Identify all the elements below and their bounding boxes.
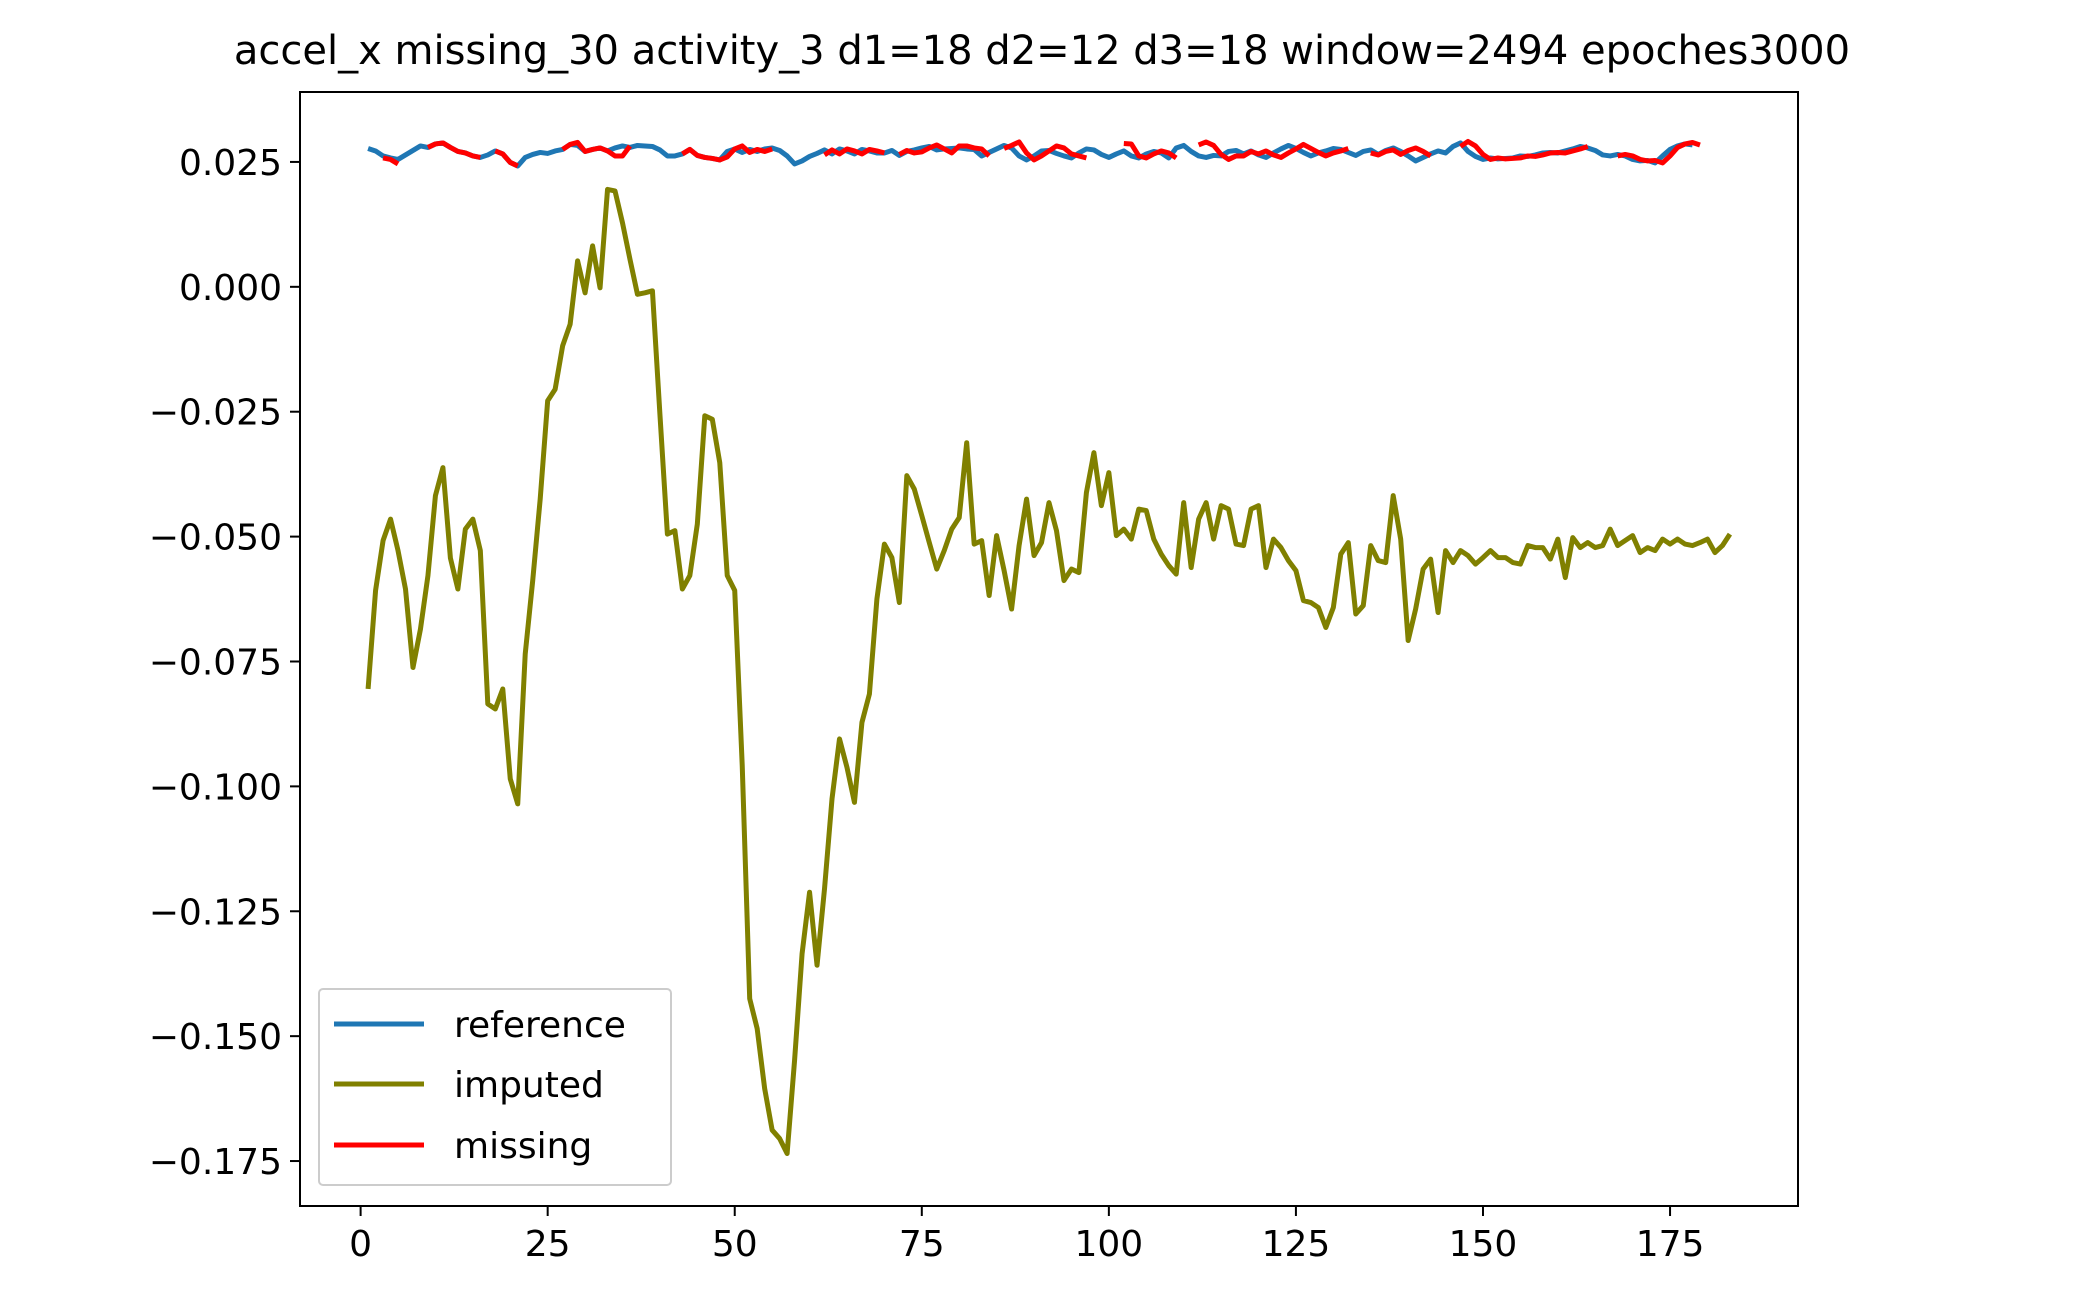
plot-area: [299, 91, 1799, 1207]
legend: reference imputed missing: [318, 988, 672, 1186]
y-tick-label: −0.125: [149, 892, 282, 933]
y-tick-label: −0.075: [149, 642, 282, 683]
plot-frame: [299, 91, 1799, 1207]
series-segment-missing: [1617, 139, 1701, 166]
series-segment-missing: [823, 146, 886, 158]
y-tick-label: 0.025: [179, 143, 282, 184]
x-tick-label: 125: [1262, 1224, 1331, 1265]
y-tick-label: −0.100: [149, 767, 282, 808]
x-tick-label: 150: [1449, 1224, 1518, 1265]
y-tick-label: −0.175: [149, 1142, 282, 1183]
x-tick-label: 100: [1075, 1224, 1144, 1265]
x-tick-label: 50: [712, 1224, 758, 1265]
y-axis: 0.025 0.000 −0.025 −0.050 −0.075 −0.100 −0.125…: [149, 143, 300, 1183]
x-tick-label: 75: [899, 1224, 945, 1265]
series-segment-missing: [1197, 139, 1350, 162]
series-segment-missing: [561, 139, 632, 159]
legend-box: [318, 988, 672, 1186]
series-segment-missing: [681, 143, 773, 163]
series-segment-missing: [1370, 145, 1432, 159]
x-axis: 0 25 50 75 100 125 150 175: [349, 1206, 1704, 1265]
series-segment-missing: [426, 140, 481, 160]
series-segment-missing: [382, 155, 400, 167]
chart-title: accel_x missing_30 activity_3 d1=18 d2=1…: [234, 28, 1850, 74]
series-segment-missing: [1459, 138, 1589, 162]
y-tick-label: 0.000: [179, 268, 282, 309]
series-line-imputed: [365, 186, 1733, 1157]
series-segment-missing: [1123, 140, 1178, 161]
legend-label-missing: missing: [454, 1126, 592, 1167]
y-tick-label: −0.150: [149, 1017, 282, 1058]
y-tick-label: −0.025: [149, 393, 282, 434]
series-segment-missing: [494, 148, 519, 169]
legend-label-reference: reference: [454, 1005, 626, 1046]
series-segment-missing: [1003, 139, 1088, 163]
y-tick-label: −0.050: [149, 518, 282, 559]
legend-label-imputed: imputed: [454, 1065, 604, 1106]
series-layer: [365, 138, 1733, 1157]
x-tick-label: 25: [525, 1224, 571, 1265]
x-tick-label: 0: [349, 1224, 372, 1265]
series-segment-missing: [898, 142, 991, 158]
x-tick-label: 175: [1636, 1224, 1705, 1265]
